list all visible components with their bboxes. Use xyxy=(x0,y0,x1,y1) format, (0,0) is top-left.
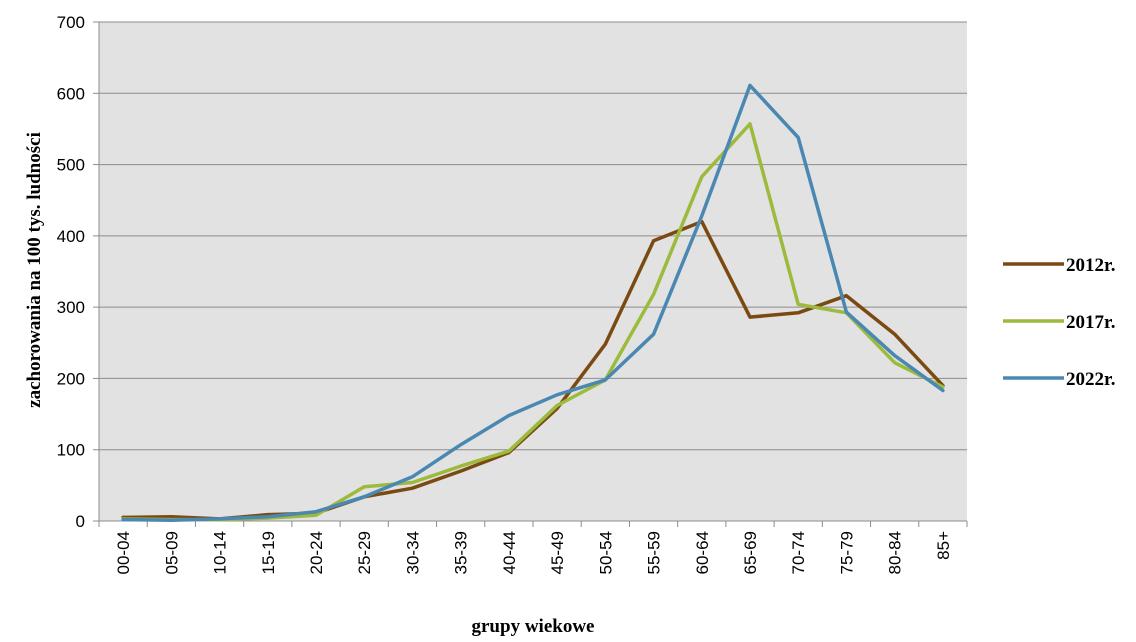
y-tick-label: 200 xyxy=(57,369,85,388)
x-tick-label: 10-14 xyxy=(211,531,230,574)
series-lines xyxy=(121,83,945,523)
y-tick-label: 400 xyxy=(57,227,85,246)
x-tick-label: 15-19 xyxy=(259,531,278,574)
x-tick-label: 85+ xyxy=(934,531,953,560)
x-tick-label: 70-74 xyxy=(789,531,808,574)
x-tick-label: 75-79 xyxy=(837,531,856,574)
y-tick-label: 0 xyxy=(76,512,85,531)
x-tick-label: 00-04 xyxy=(114,531,133,574)
legend-label: 2012r. xyxy=(1066,255,1115,276)
x-tick-label: 05-09 xyxy=(162,531,181,574)
x-tick-label: 65-69 xyxy=(741,531,760,574)
x-tick-label: 55-59 xyxy=(645,531,664,574)
gridlines xyxy=(99,21,967,451)
x-tick-label: 25-29 xyxy=(355,531,374,574)
legend: 2012r. 2017r. 2022r. xyxy=(1003,255,1115,390)
x-tick-label: 80-84 xyxy=(886,531,905,574)
y-tick-label: 100 xyxy=(57,441,85,460)
x-tick-label: 60-64 xyxy=(693,531,712,574)
x-tick-label: 45-49 xyxy=(548,531,567,574)
x-axis-title: grupy wiekowe xyxy=(472,616,595,637)
y-tick-label: 300 xyxy=(57,298,85,317)
y-axis-title: zachorowania na 100 tys. ludności xyxy=(24,132,45,408)
series-line-2022r xyxy=(121,83,945,523)
y-tick-label: 500 xyxy=(57,156,85,175)
x-tick-label: 50-54 xyxy=(596,531,615,574)
x-tick-label: 40-44 xyxy=(500,531,519,574)
plot-area xyxy=(99,22,967,521)
x-tick-label: 20-24 xyxy=(307,531,326,574)
x-tick-label: 35-39 xyxy=(452,531,471,574)
y-tick-label: 700 xyxy=(57,13,85,32)
legend-label: 2017r. xyxy=(1066,312,1115,333)
legend-label: 2022r. xyxy=(1066,369,1115,390)
x-tick-label: 30-34 xyxy=(403,531,422,574)
axes: 0 100 200 300 400 500 600 700 00-04 05-09 10-14 15-… xyxy=(57,13,968,574)
y-tick-label: 600 xyxy=(57,84,85,103)
